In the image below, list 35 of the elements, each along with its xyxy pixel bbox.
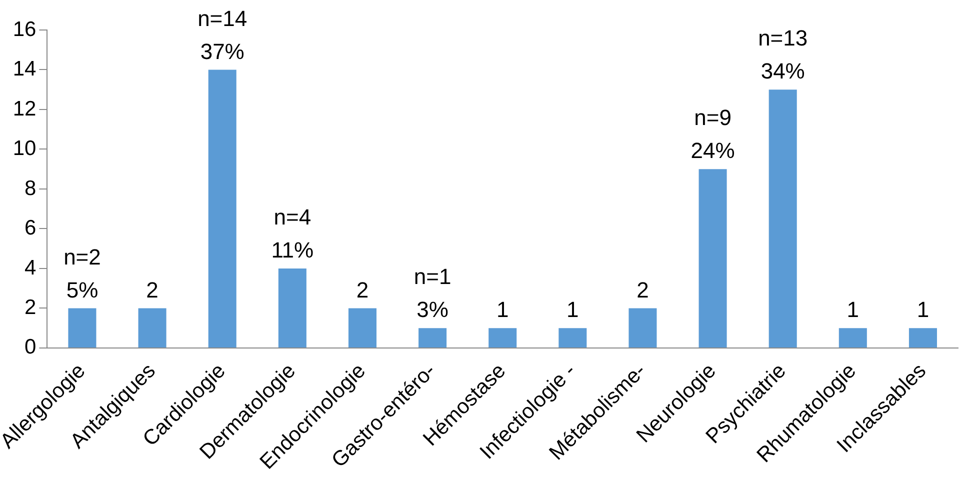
data-label: 1 xyxy=(846,297,860,322)
data-label: n=13 34% xyxy=(758,26,808,84)
y-tick-label: 12 xyxy=(12,97,36,120)
y-tick-label: 10 xyxy=(12,137,36,160)
bar xyxy=(68,308,96,348)
data-label: 1 xyxy=(496,297,509,322)
data-label: 2 xyxy=(636,277,649,302)
bar xyxy=(908,328,937,348)
data-label: n=1 3% xyxy=(414,264,452,322)
y-tick-label: 0 xyxy=(24,336,36,359)
data-label: 2 xyxy=(146,277,158,302)
bar xyxy=(278,268,306,348)
data-label: n=2 5% xyxy=(64,244,101,302)
bar xyxy=(208,70,236,348)
y-tick-label: 8 xyxy=(24,176,36,200)
bar xyxy=(768,90,797,348)
y-tick-label: 16 xyxy=(12,18,36,41)
bar xyxy=(628,308,657,348)
y-tick-label: 4 xyxy=(24,256,37,280)
data-label: 1 xyxy=(566,297,579,322)
data-label: n=14 37% xyxy=(198,6,248,64)
bar xyxy=(348,308,376,348)
bar xyxy=(698,169,727,348)
data-label: n=4 11% xyxy=(271,204,314,263)
bar xyxy=(488,328,517,348)
bar xyxy=(838,328,867,348)
bar xyxy=(558,328,587,348)
data-label: n=9 24% xyxy=(690,105,735,164)
y-tick-label: 6 xyxy=(24,216,36,240)
bar xyxy=(418,328,447,348)
data-label: 2 xyxy=(356,277,369,302)
y-tick-label: 2 xyxy=(24,296,36,319)
bar xyxy=(138,308,166,348)
y-tick-label: 14 xyxy=(12,58,37,81)
data-label: 1 xyxy=(916,297,930,322)
